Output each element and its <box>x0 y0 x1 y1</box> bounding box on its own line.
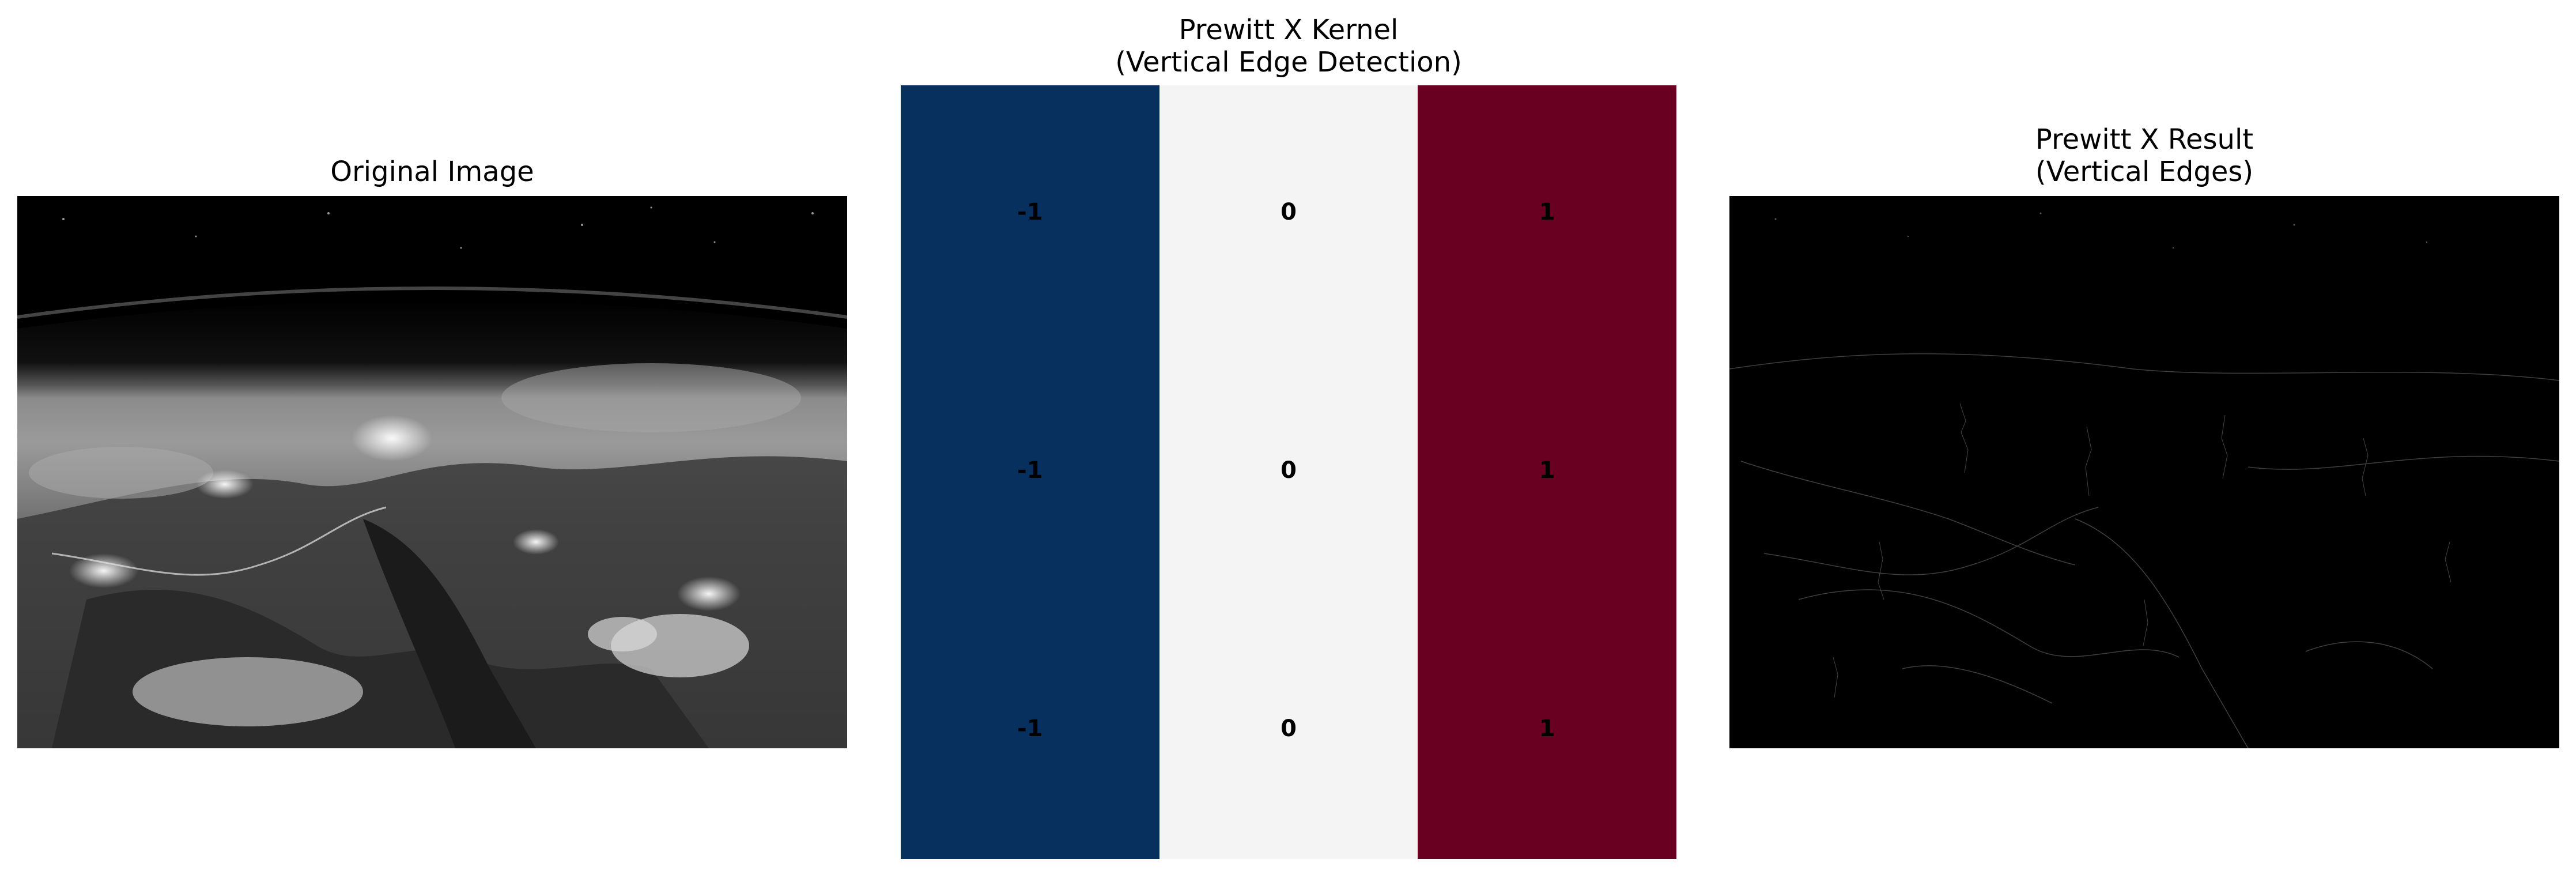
kernel-cell-value: -1 <box>1017 457 1043 484</box>
vertical-edges-photo <box>1729 196 2559 748</box>
kernel-cell-value: 1 <box>1539 457 1555 484</box>
result-image <box>1729 196 2559 748</box>
result-image-title: Prewitt X Result (Vertical Edges) <box>2035 123 2254 188</box>
kernel-cell-value: -1 <box>1017 199 1043 225</box>
original-image <box>17 196 847 748</box>
kernel-column <box>1159 85 1418 859</box>
kernel-cell-value: 1 <box>1539 715 1555 742</box>
kernel-cell-value: 0 <box>1281 715 1297 742</box>
kernel-cell-value: -1 <box>1017 715 1043 742</box>
kernel-column <box>901 85 1159 859</box>
kernel-title: Prewitt X Kernel (Vertical Edge Detectio… <box>1115 14 1462 78</box>
kernel-heatmap: -1 0 1 -1 0 1 -1 0 1 <box>901 85 1676 859</box>
original-image-title: Original Image <box>330 156 534 188</box>
kernel-cell-value: 0 <box>1281 199 1297 225</box>
earth-night-photo <box>17 196 847 748</box>
kernel-cell-value: 0 <box>1281 457 1297 484</box>
kernel-cell-value: 1 <box>1539 199 1555 225</box>
kernel-column <box>1418 85 1676 859</box>
